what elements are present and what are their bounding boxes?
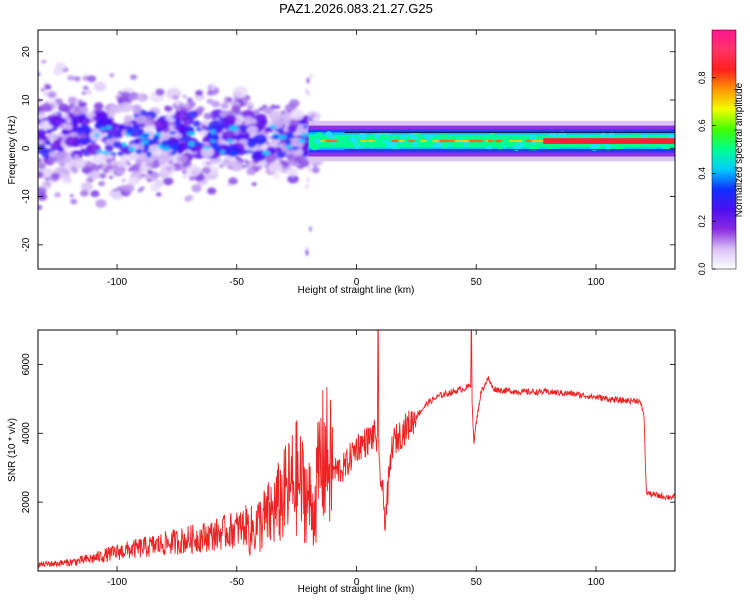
x-tick: 100 xyxy=(588,330,605,588)
svg-text:0.8: 0.8 xyxy=(697,72,707,85)
chart-title: PAZ1.2026.083.21.27.G25 xyxy=(279,1,433,16)
spectrogram-x-ticks: -100 -50 0 50 100 xyxy=(107,30,605,288)
x-tick: -50 xyxy=(230,330,245,588)
colorbar-label: Normalized spectral amplitude xyxy=(734,82,745,217)
snr-panel: -100 -50 0 50 100 2000 4000 6000 Height of str… xyxy=(7,329,676,595)
colorbar-tick: 0.8 xyxy=(697,72,716,85)
svg-text:4000: 4000 xyxy=(21,422,32,445)
colorbar-tick: 0.4 xyxy=(697,167,716,180)
x-tick: 50 xyxy=(471,30,483,288)
snr-y-ticks: 2000 4000 6000 xyxy=(21,353,675,513)
svg-text:0.6: 0.6 xyxy=(697,119,707,132)
colorbar-ticks: 0.0 0.2 0.4 0.6 0.8 xyxy=(697,72,716,276)
y-tick: 4000 xyxy=(21,422,675,445)
svg-text:10: 10 xyxy=(21,94,32,106)
x-tick: 50 xyxy=(471,330,483,588)
snr-x-label: Height of straight line (km) xyxy=(298,584,415,595)
svg-text:0: 0 xyxy=(21,145,32,151)
x-tick: -100 xyxy=(107,30,127,288)
colorbar-gradient xyxy=(711,29,737,270)
colorbar: 0.0 0.2 0.4 0.6 0.8 Normalized spectral ampl… xyxy=(697,29,745,276)
spectrogram-x-label: Height of straight line (km) xyxy=(298,285,415,296)
snr-series-line xyxy=(38,330,675,568)
x-tick: 100 xyxy=(588,30,605,288)
y-tick: 6000 xyxy=(21,353,675,376)
x-tick: -100 xyxy=(107,330,127,588)
svg-text:0: 0 xyxy=(354,577,360,588)
svg-text:-50: -50 xyxy=(230,577,245,588)
svg-text:20: 20 xyxy=(21,46,32,58)
svg-text:0.2: 0.2 xyxy=(697,215,707,228)
colorbar-tick: 0.0 xyxy=(697,263,716,276)
svg-text:6000: 6000 xyxy=(21,353,32,376)
x-tick: 0 xyxy=(354,330,360,588)
svg-text:-50: -50 xyxy=(230,277,245,288)
snr-x-ticks: -100 -50 0 50 100 xyxy=(107,330,605,588)
spectrogram-y-label: Frequency (Hz) xyxy=(7,116,18,185)
y-tick: 2000 xyxy=(21,491,675,514)
svg-text:100: 100 xyxy=(588,577,605,588)
svg-text:-20: -20 xyxy=(21,237,32,252)
y-tick: -10 xyxy=(21,189,675,204)
spectrogram-y-ticks: -20 -10 0 10 20 xyxy=(21,46,675,252)
y-tick: -20 xyxy=(21,237,675,252)
svg-text:0.4: 0.4 xyxy=(697,167,707,180)
svg-text:50: 50 xyxy=(471,277,483,288)
x-tick: -50 xyxy=(230,30,245,288)
spectrogram-image xyxy=(38,59,675,256)
x-tick: 0 xyxy=(354,30,360,288)
colorbar-tick: 0.2 xyxy=(697,215,716,228)
svg-text:50: 50 xyxy=(471,577,483,588)
snr-y-label: SNR (10 * v/v) xyxy=(7,418,18,482)
svg-text:0: 0 xyxy=(354,277,360,288)
svg-text:100: 100 xyxy=(588,277,605,288)
svg-text:-100: -100 xyxy=(107,277,127,288)
svg-text:0.0: 0.0 xyxy=(697,263,707,276)
y-tick: 10 xyxy=(21,94,675,106)
svg-text:-100: -100 xyxy=(107,577,127,588)
svg-text:-10: -10 xyxy=(21,189,32,204)
y-tick: 0 xyxy=(21,145,675,151)
y-tick: 20 xyxy=(21,46,675,58)
svg-text:2000: 2000 xyxy=(21,491,32,514)
colorbar-tick: 0.6 xyxy=(697,119,716,132)
